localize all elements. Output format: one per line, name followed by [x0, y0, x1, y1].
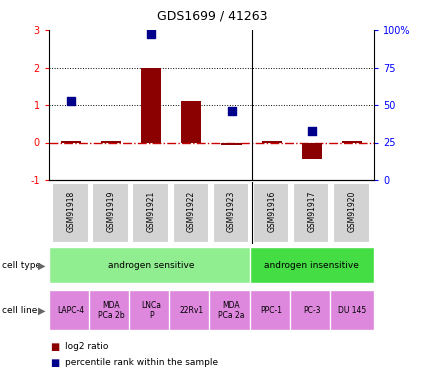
Text: GSM91919: GSM91919: [107, 191, 116, 232]
FancyBboxPatch shape: [89, 291, 133, 330]
Bar: [262, 141, 282, 142]
Bar: [302, 142, 322, 159]
Text: LNCa
P: LNCa P: [141, 301, 161, 320]
FancyBboxPatch shape: [249, 291, 294, 330]
Text: GDS1699 / 41263: GDS1699 / 41263: [157, 9, 268, 22]
FancyBboxPatch shape: [293, 183, 329, 243]
Text: androgen insensitive: androgen insensitive: [264, 261, 359, 270]
Bar: [101, 141, 121, 142]
Point: [228, 108, 235, 114]
Text: ■: ■: [50, 342, 60, 352]
Text: ■: ■: [50, 358, 60, 368]
FancyBboxPatch shape: [169, 291, 213, 330]
FancyBboxPatch shape: [92, 183, 129, 243]
Text: GSM91917: GSM91917: [307, 191, 316, 232]
FancyBboxPatch shape: [129, 291, 173, 330]
Text: GSM91916: GSM91916: [267, 191, 276, 232]
Text: androgen sensitive: androgen sensitive: [108, 261, 195, 270]
FancyBboxPatch shape: [330, 291, 374, 330]
FancyBboxPatch shape: [49, 291, 93, 330]
FancyBboxPatch shape: [290, 291, 334, 330]
Text: DU 145: DU 145: [338, 306, 366, 315]
Text: MDA
PCa 2a: MDA PCa 2a: [218, 301, 245, 320]
Bar: [141, 68, 161, 142]
FancyBboxPatch shape: [249, 247, 374, 284]
Text: cell line: cell line: [2, 306, 37, 315]
Text: GSM91921: GSM91921: [147, 191, 156, 232]
Bar: [181, 101, 201, 142]
Text: percentile rank within the sample: percentile rank within the sample: [65, 358, 218, 367]
Bar: [342, 141, 362, 142]
FancyBboxPatch shape: [52, 183, 88, 243]
FancyBboxPatch shape: [210, 291, 254, 330]
FancyBboxPatch shape: [212, 183, 249, 243]
Text: ▶: ▶: [38, 305, 46, 315]
Text: ▶: ▶: [38, 260, 46, 270]
FancyBboxPatch shape: [333, 183, 370, 243]
Text: MDA
PCa 2b: MDA PCa 2b: [98, 301, 125, 320]
Bar: [61, 141, 81, 142]
Text: GSM91920: GSM91920: [347, 191, 357, 232]
Text: PPC-1: PPC-1: [261, 306, 283, 315]
Text: log2 ratio: log2 ratio: [65, 342, 108, 351]
Point: [68, 98, 74, 104]
Text: GSM91918: GSM91918: [66, 191, 76, 232]
Text: PC-3: PC-3: [303, 306, 320, 315]
Point: [309, 128, 315, 134]
Text: GSM91922: GSM91922: [187, 191, 196, 232]
FancyBboxPatch shape: [173, 183, 209, 243]
Text: cell type: cell type: [2, 261, 41, 270]
FancyBboxPatch shape: [132, 183, 169, 243]
Bar: [221, 142, 241, 145]
Text: LAPC-4: LAPC-4: [57, 306, 85, 315]
Text: GSM91923: GSM91923: [227, 191, 236, 232]
FancyBboxPatch shape: [49, 247, 254, 284]
Text: 22Rv1: 22Rv1: [179, 306, 204, 315]
Point: [148, 31, 155, 37]
FancyBboxPatch shape: [253, 183, 289, 243]
